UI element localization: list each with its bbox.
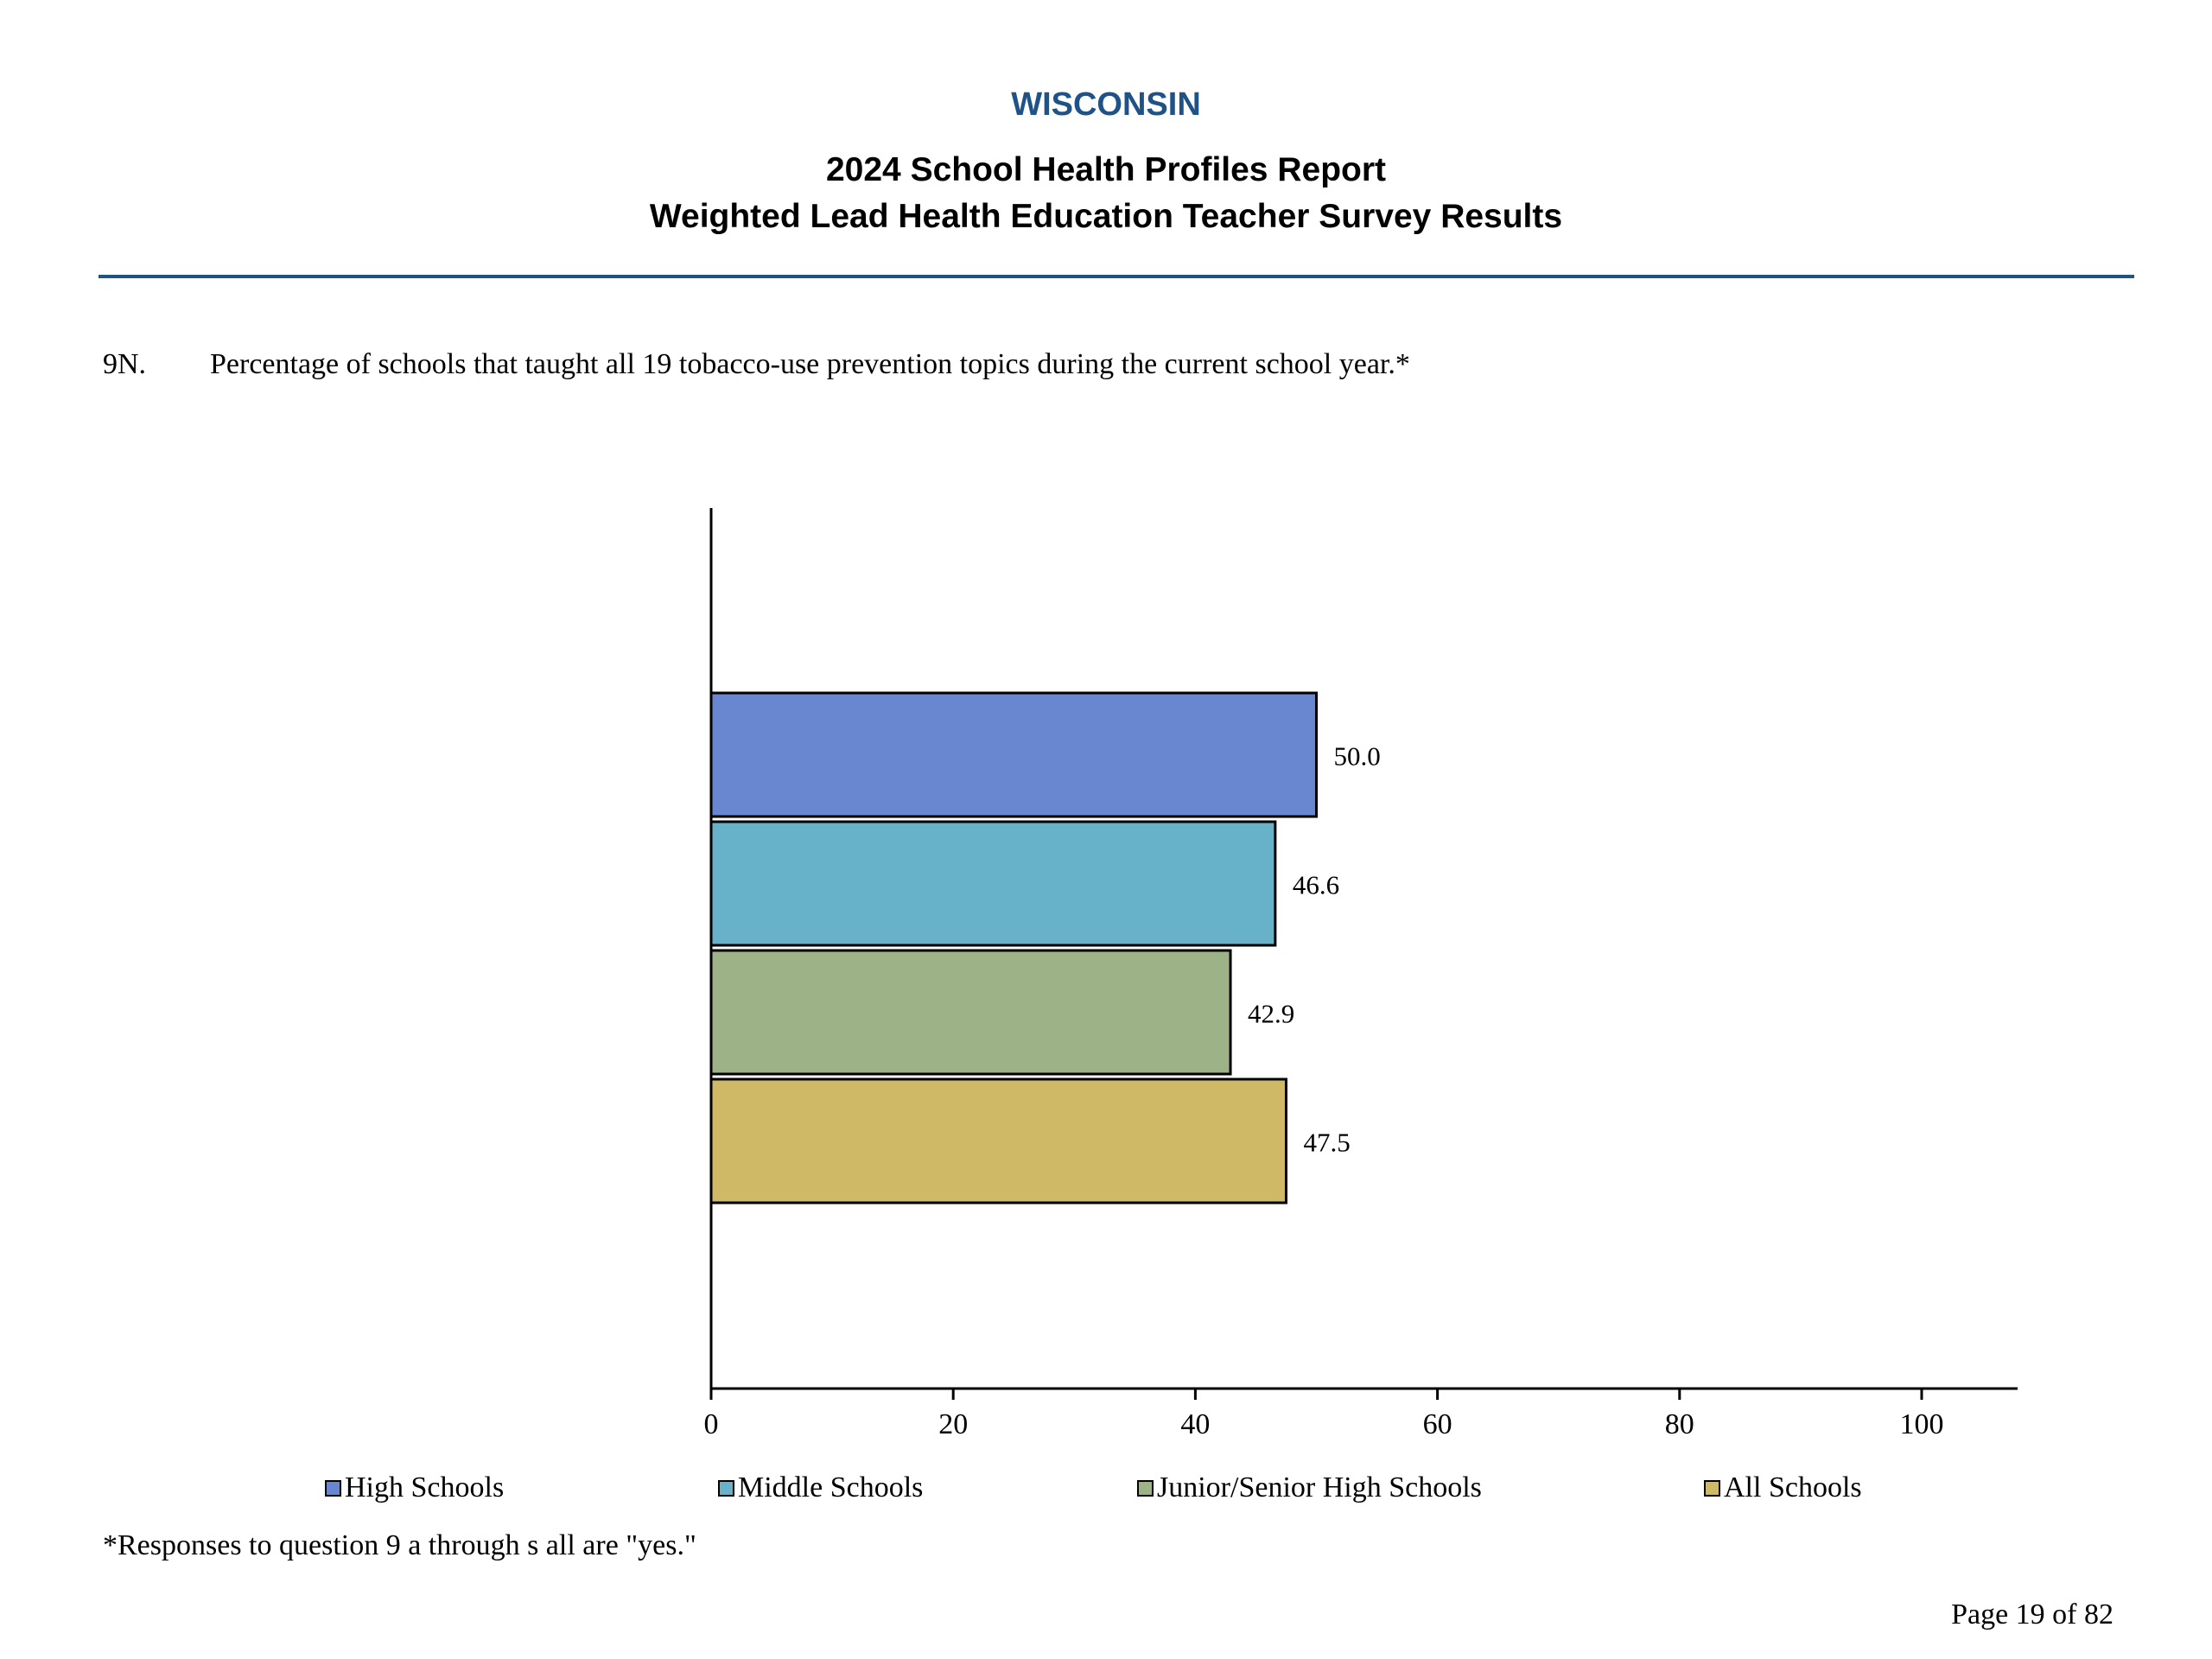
state-heading: WISCONSIN (1011, 86, 1201, 123)
page-number: Page 19 of 82 (1951, 1599, 2113, 1630)
legend-swatch (325, 1479, 341, 1497)
x-tick-label: 20 (938, 1408, 968, 1440)
x-tick-label: 100 (1900, 1408, 1944, 1440)
bar-value-label: 47.5 (1303, 1128, 1350, 1158)
legend-swatch (1704, 1479, 1720, 1497)
legend-item-middle-schools: Middle Schools (718, 1471, 923, 1505)
legend-swatch (1137, 1479, 1154, 1497)
bar (709, 949, 1232, 1076)
legend-item-high-schools: High Schools (325, 1471, 504, 1505)
x-tick-label: 60 (1423, 1408, 1452, 1440)
x-tick-label: 0 (704, 1408, 719, 1440)
legend-item-all-schools: All Schools (1704, 1471, 1862, 1505)
bar (709, 691, 1318, 818)
legend-label: High Schools (345, 1471, 505, 1503)
bar-value-label: 46.6 (1293, 870, 1339, 900)
legend-item-junior-senior-high-schools: Junior/Senior High Schools (1137, 1471, 1482, 1505)
header-divider (99, 275, 2134, 278)
legend-swatch (718, 1479, 734, 1497)
report-subtitle: Weighted Lead Health Education Teacher S… (649, 198, 1563, 235)
footnote: *Responses to question 9 a through s all… (103, 1529, 696, 1561)
question-text: Percentage of schools that taught all 19… (210, 348, 1410, 380)
legend-label: Middle Schools (738, 1471, 924, 1503)
question-number: 9N. (103, 348, 147, 380)
bar-value-label: 42.9 (1248, 999, 1294, 1029)
x-tick-label: 80 (1665, 1408, 1694, 1440)
bar (709, 1077, 1287, 1205)
x-tick-label: 40 (1180, 1408, 1210, 1440)
legend-label: All Schools (1724, 1471, 1862, 1503)
bar (709, 820, 1277, 947)
report-title: 2024 School Health Profiles Report (825, 151, 1386, 188)
legend-label: Junior/Senior High Schools (1157, 1471, 1482, 1503)
bar-value-label: 50.0 (1334, 741, 1381, 772)
